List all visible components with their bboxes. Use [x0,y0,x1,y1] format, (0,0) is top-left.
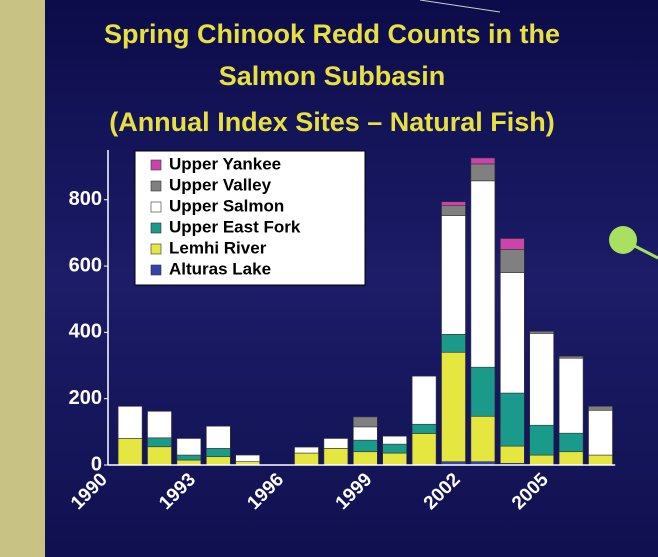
bar-segment [117,438,143,466]
bar-segment [499,272,525,394]
bar-segment [470,180,496,368]
bar-segment [588,406,613,411]
bar-segment [470,163,496,182]
bar-segment [558,355,584,359]
bar-segment [206,456,231,466]
bar-segment [529,333,555,426]
bar-segment [117,406,143,439]
legend-swatch [150,243,162,255]
title-line: (Annual Index Sites – Natural Fish) [109,107,555,137]
decor-dot [609,226,637,254]
bar-segment [147,410,172,439]
bar-segment [235,454,260,462]
bar-segment [558,451,584,466]
legend-label: Upper Salmon [169,196,284,215]
bar-segment [499,238,525,250]
legend-label: Upper Yankee [169,154,281,173]
title-line: Spring Chinook Redd Counts in the [104,19,560,49]
bar-segment [558,432,584,453]
bar-segment [470,415,496,462]
bar-segment [529,424,555,456]
legend-swatch [150,264,162,276]
bar-segment [323,438,349,449]
legend-box [134,150,366,286]
bar-segment [176,454,202,461]
bar-segment [441,215,466,335]
decor-line [419,0,501,13]
y-tick-label: 600 [69,254,102,276]
bar-segment [411,375,437,425]
bar-segment [588,454,613,466]
bar-segment [529,331,555,334]
bar-segment [206,425,231,449]
bar-segment [441,205,466,216]
side-strip [0,0,45,557]
legend-label: Lemhi River [169,238,267,257]
bar-segment [382,435,408,445]
bar-segment [352,451,378,466]
bar-segment [352,426,378,441]
bar-segment [352,416,378,428]
bar-segment [588,409,613,456]
bar-segment [411,433,437,466]
bar-segment [176,438,202,456]
legend-swatch [150,159,162,171]
bar-segment [470,157,496,165]
bar-segment [294,446,319,454]
legend-swatch [150,201,162,213]
bar-segment [411,423,437,434]
bar-segment [382,452,408,466]
bar-segment [558,357,584,434]
title-line: Salmon Subbasin [219,61,446,91]
bar-segment [147,437,172,448]
bar-segment [499,392,525,447]
legend-label: Upper East Fork [169,217,301,236]
bar-segment [206,448,231,458]
bar-segment [147,446,172,466]
bar-segment [470,366,496,417]
y-tick-label: 0 [91,453,102,475]
legend-swatch [150,180,162,192]
bar-segment [499,445,525,464]
bar-segment [323,448,349,466]
bar-segment [441,351,466,462]
legend-swatch [150,222,162,234]
bar-segment [529,454,555,466]
legend-label: Upper Valley [169,175,272,194]
bar-segment [382,443,408,454]
legend-label: Alturas Lake [169,259,271,278]
bar-segment [294,452,319,466]
bar-segment [441,334,466,353]
bar-segment [441,201,466,207]
y-tick-label: 200 [69,387,102,409]
y-tick-label: 400 [69,321,102,343]
bar-segment [352,439,378,453]
bar-segment [499,249,525,273]
y-tick-label: 800 [69,188,102,210]
